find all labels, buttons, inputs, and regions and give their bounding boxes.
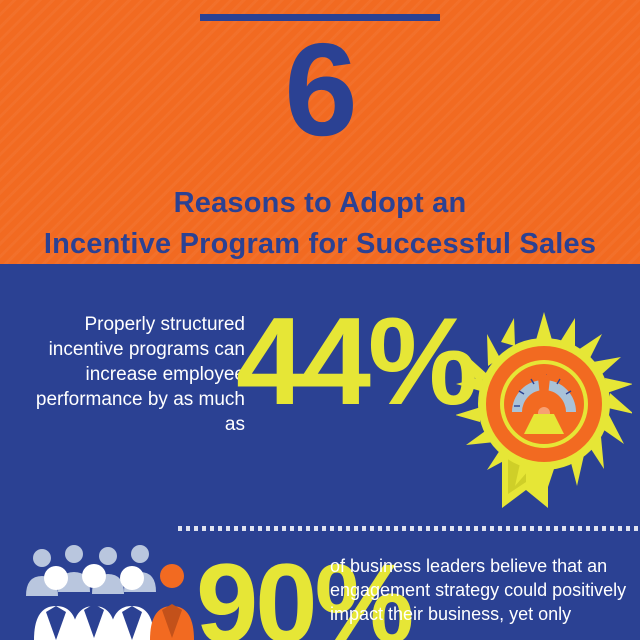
stat-business-leaders-text: of business leaders believe that an enga… [330, 556, 627, 624]
stat-employee-performance-text: Properly structured incentive programs c… [35, 314, 245, 435]
headline-line-1: Reasons to Adopt an [173, 187, 467, 219]
top-rule-divider [200, 14, 440, 21]
body-section: Properly structured incentive programs c… [0, 264, 640, 640]
stat-employee-performance-value: 44% [236, 293, 478, 431]
headline-line-2: Incentive Program for Successful Sales [43, 228, 597, 260]
group-of-people-icon [22, 542, 202, 640]
stat-business-leaders-value: 90% [196, 541, 414, 640]
header-banner: 6 Reasons to Adopt an Incentive Program … [0, 0, 640, 264]
headline-number: 6 [284, 16, 357, 163]
section-divider [178, 526, 640, 531]
award-ribbon-gauge-icon [455, 308, 634, 508]
